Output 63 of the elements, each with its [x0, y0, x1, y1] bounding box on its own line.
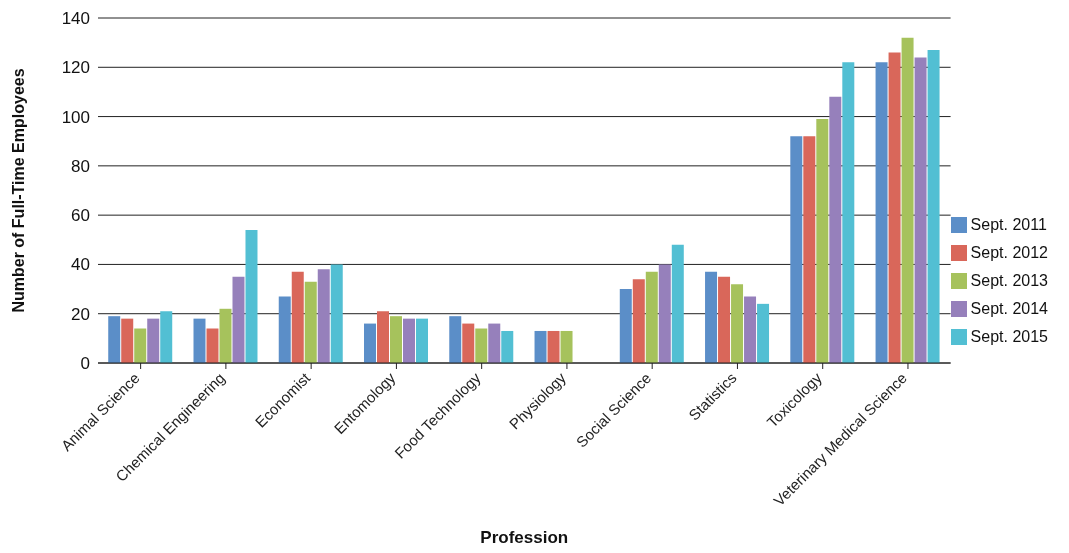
bar [403, 318, 416, 363]
bar [330, 264, 343, 363]
bar [364, 323, 377, 363]
bar [317, 269, 330, 363]
legend-label: Sept. 2015 [970, 327, 1048, 345]
bar [377, 311, 390, 363]
bar [475, 328, 488, 363]
bar [718, 276, 731, 363]
bar [462, 323, 475, 363]
bar [731, 284, 744, 363]
y-tick-label: 120 [61, 58, 90, 78]
bar [842, 62, 855, 363]
y-axis-title: Number of Full-Time Employees [9, 68, 27, 313]
bar [744, 296, 757, 363]
bar [501, 330, 514, 363]
bar [927, 50, 940, 363]
bar [803, 136, 816, 363]
bar [449, 316, 462, 363]
bar [619, 289, 632, 363]
y-tick-label: 140 [61, 9, 90, 29]
bar [160, 311, 173, 363]
bar [816, 119, 829, 363]
bar [790, 136, 803, 363]
bar [147, 318, 160, 363]
bar [875, 62, 888, 363]
legend-label: Sept. 2014 [970, 299, 1048, 317]
y-tick-label: 0 [80, 354, 90, 374]
y-tick-label: 40 [71, 255, 90, 275]
bar [888, 52, 901, 363]
bar [416, 318, 429, 363]
bar [121, 318, 134, 363]
y-tick-label: 100 [61, 107, 90, 127]
legend-label: Sept. 2012 [970, 243, 1048, 261]
y-tick-label: 20 [71, 304, 90, 324]
bar [108, 316, 121, 363]
bar [705, 271, 718, 363]
bar [488, 323, 501, 363]
bar [645, 271, 658, 363]
bar [245, 229, 258, 363]
legend-label: Sept. 2011 [970, 215, 1047, 233]
bar [534, 330, 547, 363]
bar [901, 37, 914, 363]
bar [304, 281, 317, 363]
bar [671, 244, 684, 363]
bar [390, 316, 403, 363]
bar [658, 264, 671, 363]
x-axis-title: Profession [480, 528, 569, 547]
y-tick-label: 60 [71, 206, 90, 226]
bar [278, 296, 291, 363]
bar [914, 57, 927, 363]
bar [757, 303, 770, 363]
bar [291, 271, 304, 363]
bar [560, 330, 573, 363]
legend-label: Sept. 2013 [970, 271, 1048, 289]
bar [219, 308, 232, 363]
bar [134, 328, 147, 363]
bar [232, 276, 245, 363]
bar [829, 96, 842, 363]
y-tick-label: 80 [71, 156, 90, 176]
bar [632, 279, 645, 363]
bar [206, 328, 219, 363]
bar [547, 330, 560, 363]
bar [193, 318, 206, 363]
